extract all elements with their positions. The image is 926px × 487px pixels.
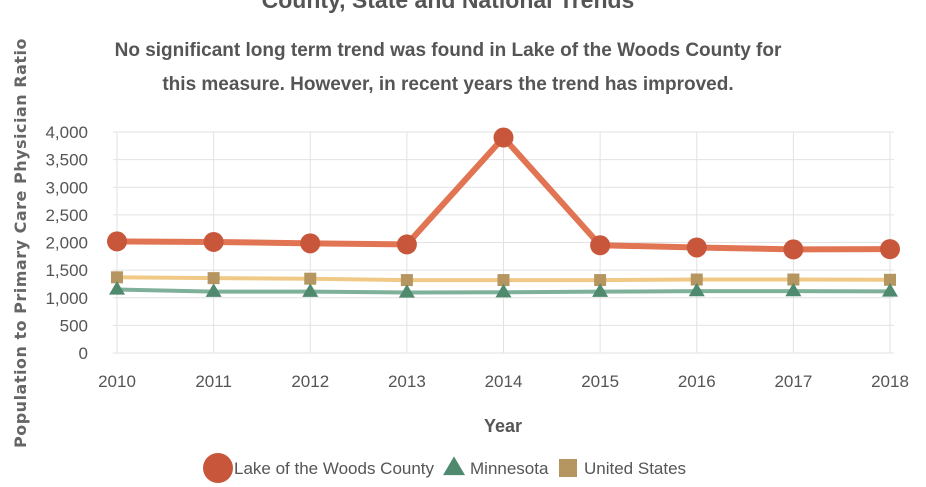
data-point[interactable] [109,281,125,295]
y-tick-label: 2,500 [45,206,88,225]
legend-marker[interactable] [559,459,577,477]
x-tick-label: 2010 [98,372,136,391]
data-point[interactable] [497,274,510,287]
series-0 [107,127,900,260]
data-point[interactable] [783,239,804,260]
data-point[interactable] [396,234,417,255]
x-tick-label: 2016 [678,372,716,391]
chart-subtitle-line-2: this measure. However, in recent years t… [162,74,733,95]
x-tick-label: 2018 [871,372,909,391]
series-lines [107,127,900,298]
data-point[interactable] [690,273,703,286]
data-point[interactable] [590,235,611,256]
data-point[interactable] [107,231,127,252]
data-point[interactable] [882,282,898,297]
y-tick-label: 1,000 [45,289,88,308]
data-point[interactable] [493,127,514,148]
series-1 [109,281,898,298]
chart-title: County, State and National Trends [262,0,635,13]
x-tick-label: 2011 [195,372,232,391]
data-point[interactable] [686,237,707,258]
data-point[interactable] [205,283,222,297]
series-2 [111,271,896,287]
y-tick-label: 3,000 [45,178,88,197]
data-point[interactable] [300,233,321,254]
data-point[interactable] [400,274,413,287]
data-point[interactable] [787,273,800,286]
data-point[interactable] [880,239,900,260]
legend-label: Minnesota [470,459,549,478]
x-axis-label: Year [484,416,522,436]
data-point[interactable] [495,283,512,298]
legend-label: Lake of the Woods County [234,459,435,478]
y-tick-label: 0 [79,344,88,363]
x-tick-label: 2017 [774,372,812,391]
legend-item[interactable]: United States [559,459,686,478]
data-point[interactable] [302,283,319,297]
x-tick-label: 2013 [388,372,426,391]
data-point[interactable] [884,273,896,286]
x-tick-label: 2012 [291,372,329,391]
y-tick-label: 1,500 [45,261,88,280]
legend[interactable]: Lake of the Woods County Minnesota United … [203,453,686,483]
data-point[interactable] [203,231,224,252]
legend-marker[interactable] [203,453,233,483]
legend-item[interactable]: Minnesota [443,456,549,478]
data-point[interactable] [398,284,415,298]
y-tick-label: 3,500 [45,151,88,170]
data-point[interactable] [111,271,123,284]
data-point[interactable] [592,283,609,297]
data-point[interactable] [594,274,607,287]
legend-item[interactable]: Lake of the Woods County [203,453,435,483]
data-point[interactable] [304,272,317,285]
y-axis-ticks: 0 500 1,000 1,500 2,000 2,500 3,000 3,500 4,000 [45,123,88,363]
data-point[interactable] [785,282,802,297]
x-tick-label: 2014 [485,372,523,391]
legend-marker[interactable] [443,456,465,476]
y-axis-label: Population to Primary Care Physician Rat… [11,38,30,448]
y-tick-label: 2,000 [45,234,88,253]
data-point[interactable] [207,272,220,285]
data-point[interactable] [688,282,705,297]
chart-subtitle-line-1: No significant long term trend was found… [115,40,782,61]
y-tick-label: 500 [60,316,88,335]
x-axis-ticks: 2010 2011 2012 2013 2014 2015 2016 2017 2018 [98,372,909,391]
legend-label: United States [584,459,686,478]
y-tick-label: 4,000 [45,123,88,142]
x-tick-label: 2015 [581,372,619,391]
